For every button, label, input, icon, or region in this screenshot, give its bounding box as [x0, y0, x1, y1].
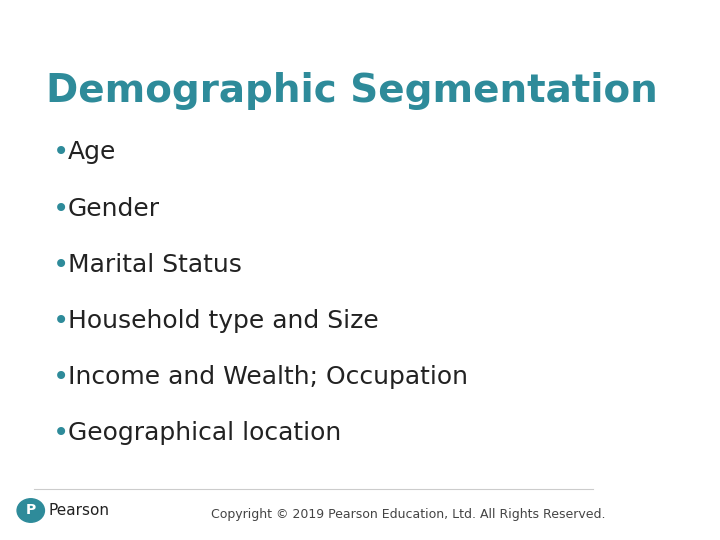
Text: Age: Age	[68, 140, 117, 164]
Text: •: •	[53, 138, 68, 166]
Text: Copyright © 2019 Pearson Education, Ltd. All Rights Reserved.: Copyright © 2019 Pearson Education, Ltd.…	[211, 508, 606, 521]
Text: Geographical location: Geographical location	[68, 421, 341, 445]
Text: •: •	[53, 194, 68, 222]
Text: •: •	[53, 419, 68, 447]
Text: Income and Wealth; Occupation: Income and Wealth; Occupation	[68, 365, 468, 389]
Text: Marital Status: Marital Status	[68, 253, 242, 276]
Text: •: •	[53, 363, 68, 391]
Text: Household type and Size: Household type and Size	[68, 309, 379, 333]
Text: Pearson: Pearson	[48, 503, 109, 518]
Text: •: •	[53, 251, 68, 279]
Text: •: •	[53, 307, 68, 335]
Text: P: P	[26, 503, 36, 517]
Circle shape	[17, 499, 45, 522]
Text: Gender: Gender	[68, 197, 160, 220]
Text: Demographic Segmentation: Demographic Segmentation	[46, 72, 658, 110]
